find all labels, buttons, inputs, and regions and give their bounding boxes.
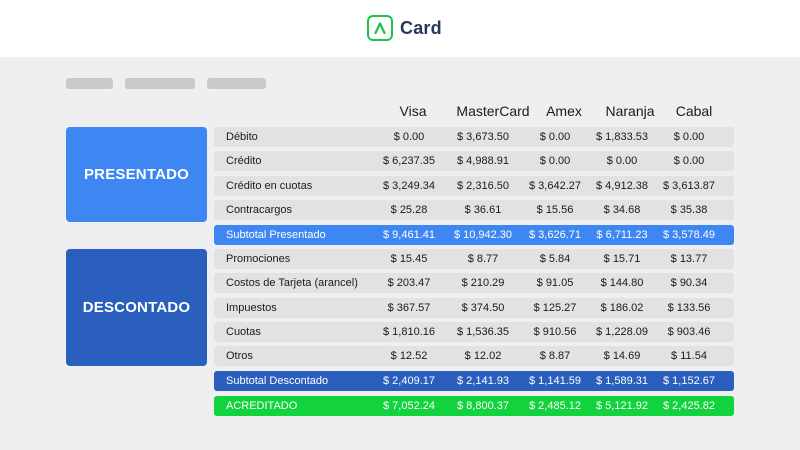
logo-chevron-icon [367, 15, 393, 41]
table-cell: $ 903.46 [667, 326, 711, 338]
table-row: Promociones $ 15.45 $ 8.77 $ 5.84 $ 15.7… [214, 249, 734, 269]
table-cell: $ 367.57 [387, 302, 431, 314]
table-cell: $ 36.61 [464, 204, 502, 216]
table-cell: $ 1,589.31 [596, 375, 648, 387]
row-label: Débito [226, 131, 258, 143]
table-cell: $ 910.56 [533, 326, 577, 338]
placeholder-bar-2 [125, 78, 195, 89]
column-header-visa: Visa [399, 103, 427, 119]
column-header-naranja: Naranja [605, 103, 655, 119]
table-cell: $ 1,833.53 [596, 131, 648, 143]
table-cell: $ 3,578.49 [663, 229, 715, 241]
table-cell: $ 14.69 [603, 350, 641, 362]
row-label: Otros [226, 350, 253, 362]
table-row: Impuestos $ 367.57 $ 374.50 $ 125.27 $ 1… [214, 298, 734, 318]
table-cell: $ 15.71 [603, 253, 641, 265]
row-label: Subtotal Descontado [226, 375, 329, 387]
table-cell: $ 2,409.17 [383, 375, 435, 387]
row-label: Contracargos [226, 204, 293, 216]
table-cell: $ 374.50 [461, 302, 505, 314]
column-header-cabal: Cabal [675, 103, 713, 119]
table-cell: $ 12.02 [464, 350, 502, 362]
table-cell: $ 3,249.34 [383, 180, 435, 192]
table-cell: $ 6,711.23 [596, 229, 648, 241]
table-cell: $ 0.00 [393, 131, 425, 143]
table-cell: $ 35.38 [670, 204, 708, 216]
table-row: Crédito $ 6,237.35 $ 4,988.91 $ 0.00 $ 0… [214, 151, 734, 171]
table-cell: $ 0.00 [673, 131, 705, 143]
table-cell: $ 203.47 [387, 277, 431, 289]
app-logo: Card [367, 15, 442, 41]
table-cell: $ 8,800.37 [457, 400, 509, 412]
row-label: Promociones [226, 253, 291, 265]
table-cell: $ 3,626.71 [529, 229, 581, 241]
app-logo-text: Card [400, 17, 442, 38]
table-cell: $ 2,425.82 [663, 400, 715, 412]
table-cell: $ 8.87 [539, 350, 571, 362]
table-cell: $ 186.02 [600, 302, 644, 314]
table-cell: $ 2,485.12 [529, 400, 581, 412]
table-cell: $ 15.45 [390, 253, 428, 265]
row-label: Crédito [226, 155, 262, 167]
section-descontado: DESCONTADO [66, 249, 207, 366]
placeholder-bar-3 [207, 78, 266, 89]
table-cell: $ 90.34 [670, 277, 708, 289]
row-label: Cuotas [226, 326, 261, 338]
column-header-amex: Amex [546, 103, 582, 119]
table-row: Contracargos $ 25.28 $ 36.61 $ 15.56 $ 3… [214, 200, 734, 220]
row-label: Impuestos [226, 302, 277, 314]
table-cell: $ 0.00 [539, 155, 571, 167]
table-row: Débito $ 0.00 $ 3,673.50 $ 0.00 $ 1,833.… [214, 127, 734, 147]
table-cell: $ 9,461.41 [383, 229, 435, 241]
row-label: Crédito en cuotas [226, 180, 313, 192]
table-cell: $ 1,228.09 [596, 326, 648, 338]
table-cell: $ 2,316.50 [457, 180, 509, 192]
table-cell: $ 210.29 [461, 277, 505, 289]
table-cell: $ 6,237.35 [383, 155, 435, 167]
table-cell: $ 34.68 [603, 204, 641, 216]
subtotal-presentado-row: Subtotal Presentado $ 9,461.41 $ 10,942.… [214, 225, 734, 245]
table-cell: $ 1,141.59 [529, 375, 581, 387]
table-cell: $ 3,642.27 [529, 180, 581, 192]
table-cell: $ 10,942.30 [453, 229, 513, 241]
table-row: Otros $ 12.52 $ 12.02 $ 8.87 $ 14.69 $ 1… [214, 346, 734, 366]
table-cell: $ 1,152.67 [663, 375, 715, 387]
acreditado-row: ACREDITADO $ 7,052.24 $ 8,800.37 $ 2,485… [214, 396, 734, 416]
table-cell: $ 15.56 [536, 204, 574, 216]
table-cell: $ 7,052.24 [383, 400, 435, 412]
section-presentado: PRESENTADO [66, 127, 207, 222]
table-cell: $ 11.54 [671, 350, 707, 362]
table-cell: $ 0.00 [673, 155, 705, 167]
table-cell: $ 4,988.91 [457, 155, 509, 167]
subtotal-descontado-row: Subtotal Descontado $ 2,409.17 $ 2,141.9… [214, 371, 734, 391]
top-bar: Card [0, 0, 800, 57]
table-cell: $ 1,536.35 [457, 326, 509, 338]
table-cell: $ 125.27 [533, 302, 577, 314]
table-row: Costos de Tarjeta (arancel) $ 203.47 $ 2… [214, 273, 734, 293]
table-cell: $ 0.00 [606, 155, 638, 167]
table-cell: $ 133.56 [667, 302, 711, 314]
table-cell: $ 8.77 [467, 253, 499, 265]
row-label: Subtotal Presentado [226, 229, 326, 241]
table-cell: $ 1,810.16 [383, 326, 435, 338]
table-cell: $ 0.00 [539, 131, 571, 143]
table-cell: $ 13.77 [670, 253, 708, 265]
table-cell: $ 144.80 [600, 277, 644, 289]
table-row: Cuotas $ 1,810.16 $ 1,536.35 $ 910.56 $ … [214, 322, 734, 342]
table-cell: $ 91.05 [536, 277, 574, 289]
row-label: Costos de Tarjeta (arancel) [226, 277, 358, 289]
table-cell: $ 3,613.87 [663, 180, 715, 192]
table-cell: $ 2,141.93 [457, 375, 509, 387]
table-row: Crédito en cuotas $ 3,249.34 $ 2,316.50 … [214, 176, 734, 196]
column-header-mastercard: MasterCard [456, 103, 530, 119]
table-cell: $ 3,673.50 [457, 131, 509, 143]
placeholder-bar-1 [66, 78, 113, 89]
table-cell: $ 5,121.92 [596, 400, 648, 412]
table-cell: $ 12.52 [390, 350, 428, 362]
table-cell: $ 25.28 [390, 204, 428, 216]
table-cell: $ 5.84 [539, 253, 571, 265]
row-label: ACREDITADO [226, 400, 298, 412]
table-cell: $ 4,912.38 [596, 180, 648, 192]
